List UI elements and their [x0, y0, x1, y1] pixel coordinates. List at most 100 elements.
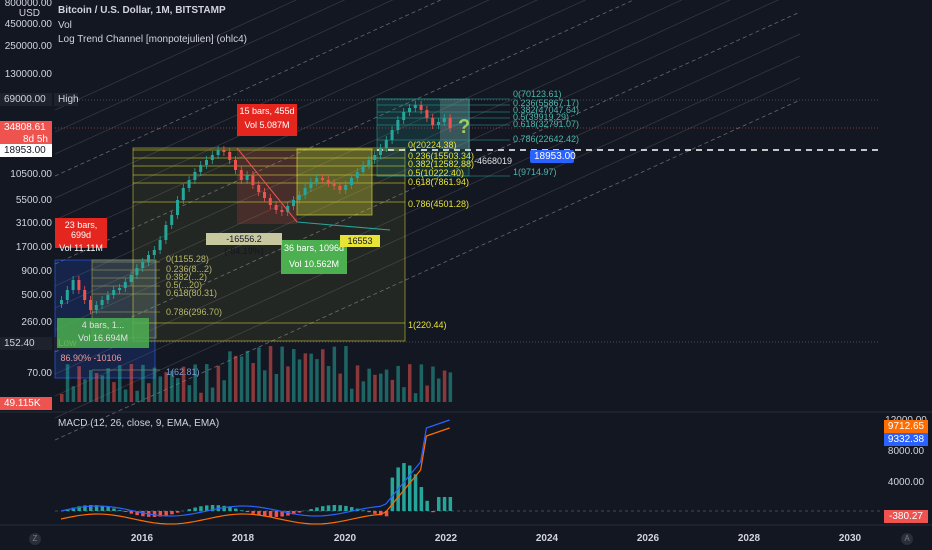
annotation-2015-range[interactable]: 23 bars, 699d Vol 11.11M	[55, 218, 107, 253]
hist-value-tag: -380.27	[884, 510, 928, 523]
candle-body	[431, 118, 435, 125]
macd-bar	[129, 511, 134, 514]
annotation-title: 36 bars, 1096d	[283, 243, 345, 253]
x-tick: 2026	[636, 533, 660, 544]
volume-bar	[338, 373, 342, 402]
range-label-2015: 86.90% -10106	[60, 353, 122, 363]
macd-bar	[263, 511, 267, 517]
timezone-icon[interactable]: Z	[29, 533, 41, 545]
question-mark-annotation[interactable]: ?	[458, 116, 471, 138]
countdown-tag: 8d 5h	[0, 133, 52, 146]
volume-bar	[419, 364, 424, 402]
volume-bar	[222, 380, 226, 402]
annotation-title: 4 bars, 1...	[81, 320, 125, 330]
macd-title[interactable]: MACD (12, 26, close, 9, EMA, EMA)	[58, 418, 220, 429]
indicator-trend-label[interactable]: Log Trend Channel [monpotejulien] (ohlc4…	[58, 34, 248, 45]
volume-bar	[181, 366, 186, 402]
annotation-2019-range[interactable]: 36 bars, 1096d Vol 10.562M	[281, 240, 347, 274]
candle-body	[332, 183, 336, 186]
macd-bar	[280, 511, 284, 517]
channel-line	[54, 33, 801, 375]
volume-bar	[268, 346, 273, 402]
candle-body	[280, 210, 284, 212]
macd-bar	[251, 511, 255, 514]
channel-line	[54, 11, 801, 353]
macd-bar	[83, 505, 87, 511]
y-tick: 500.00	[21, 290, 52, 301]
log-trend-channel	[54, 0, 801, 441]
y-tick: 260.00	[21, 317, 52, 328]
macd-bar	[413, 474, 418, 511]
candle-body	[129, 275, 133, 282]
candle-body	[112, 290, 116, 295]
volume-bar	[297, 359, 302, 402]
y-tick: 130000.00	[4, 69, 52, 80]
macd-bar	[245, 511, 250, 513]
x-tick: 2028	[737, 533, 761, 544]
macd-tick: 4000.00	[887, 477, 925, 488]
macd-bar	[448, 497, 453, 511]
high-price-tag: 69000.00	[0, 93, 52, 106]
candle-body	[83, 290, 87, 300]
fib-label-2015: 0.236(8...2)	[166, 264, 213, 274]
annotation-2015b-range[interactable]: 4 bars, 1... Vol 16.694M	[57, 318, 149, 348]
macd-bar	[390, 477, 395, 511]
fib-label-2017: 0(20224.38)	[408, 140, 457, 150]
fib-label-2017: 0.618(7861.94)	[408, 177, 470, 187]
symbol-title[interactable]: Bitcoin / U.S. Dollar, 1M, BITSTAMP	[58, 5, 226, 16]
x-tick: 2020	[333, 533, 357, 544]
x-tick: 2016	[130, 533, 154, 544]
fib-label-2017: 0.786(4501.28)	[408, 199, 470, 209]
indicator-vol-label[interactable]: Vol	[58, 20, 72, 31]
volume-bar	[355, 365, 360, 402]
macd-bar	[257, 511, 261, 516]
volume-bar	[83, 379, 87, 402]
volume-bar	[129, 364, 134, 402]
candle-body	[263, 192, 266, 198]
candle-body	[390, 130, 394, 140]
macd-bar	[71, 507, 76, 511]
fib-label-2017: 0.382(12582.88)	[408, 159, 475, 169]
volume-bar	[106, 368, 110, 402]
auto-scale-icon[interactable]: A	[901, 533, 913, 545]
candle-body	[147, 255, 150, 262]
candle-body	[123, 282, 127, 288]
macd-bar	[361, 510, 366, 511]
volume-bar	[187, 385, 192, 402]
candlesticks	[60, 101, 452, 314]
candle-body	[257, 185, 261, 192]
macd-bar	[170, 511, 174, 515]
candle-body	[326, 180, 330, 183]
volume-bar	[112, 382, 116, 402]
macd-bar	[268, 511, 273, 517]
candle-body	[228, 152, 232, 160]
volume-bar	[437, 378, 441, 402]
candle-body	[402, 112, 406, 120]
macd-bar	[193, 507, 197, 511]
volume-bar	[210, 387, 215, 402]
macd-bar	[431, 511, 435, 513]
volume-bar	[396, 365, 400, 402]
volume-bar	[292, 349, 296, 402]
volume-bar	[367, 368, 371, 402]
candle-body	[373, 155, 377, 160]
level-line-tag[interactable]: 18953.00	[530, 150, 576, 163]
macd-bar	[141, 511, 145, 517]
macd-bar	[373, 511, 377, 514]
candle-body	[361, 165, 365, 172]
annotation-2018-range[interactable]: 15 bars, 455d Vol 5.087M	[237, 104, 297, 136]
volume-bars	[60, 346, 453, 402]
y-tick: 5500.00	[15, 195, 52, 206]
volume-bar	[263, 370, 267, 402]
macd-bar	[176, 511, 180, 513]
volume-bar	[245, 350, 250, 402]
volume-bar	[176, 378, 180, 402]
volume-bar	[332, 346, 337, 402]
candle-body	[60, 300, 63, 304]
macd-bar	[379, 511, 383, 516]
candle-body	[251, 175, 255, 185]
volume-bar	[239, 356, 244, 402]
candle-body	[268, 198, 272, 205]
measure-arrow-2019	[296, 221, 391, 231]
